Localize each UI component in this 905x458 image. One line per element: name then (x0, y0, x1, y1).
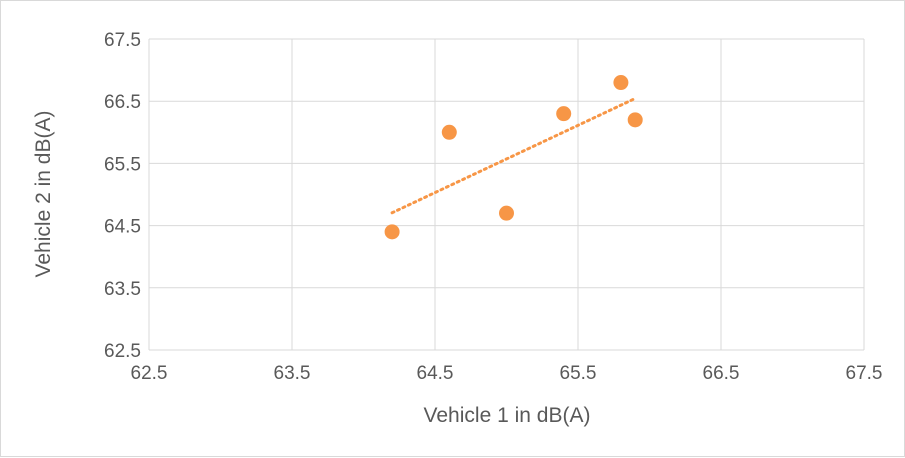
data-point (384, 224, 400, 240)
trendline-group (390, 96, 637, 215)
data-point (613, 75, 629, 91)
x-tick-label: 63.5 (274, 363, 311, 384)
data-point (627, 112, 643, 128)
y-tick-labels: 62.5 63.5 64.5 65.5 66.5 67.5 (104, 30, 141, 362)
trendline (390, 96, 637, 215)
y-axis-title: Vehicle 2 in dB(A) (32, 111, 55, 278)
x-tick-label: 62.5 (131, 363, 168, 384)
data-point (556, 106, 572, 122)
x-tick-label: 65.5 (560, 363, 597, 384)
y-tick-label: 65.5 (104, 154, 141, 175)
y-tick-label: 67.5 (104, 30, 141, 51)
y-tick-label: 66.5 (104, 92, 141, 113)
y-tick-label: 62.5 (104, 341, 141, 362)
x-tick-labels: 62.5 63.5 64.5 65.5 66.5 67.5 (131, 363, 883, 384)
data-point (441, 124, 457, 140)
y-tick-label: 64.5 (104, 217, 141, 238)
y-tick-label: 63.5 (104, 279, 141, 300)
x-tick-label: 66.5 (703, 363, 740, 384)
grid-lines (148, 38, 865, 351)
x-axis-title: Vehicle 1 in dB(A) (424, 404, 591, 427)
x-tick-label: 64.5 (417, 363, 454, 384)
x-tick-label: 67.5 (846, 363, 883, 384)
data-points (384, 75, 643, 240)
data-point (499, 205, 514, 221)
